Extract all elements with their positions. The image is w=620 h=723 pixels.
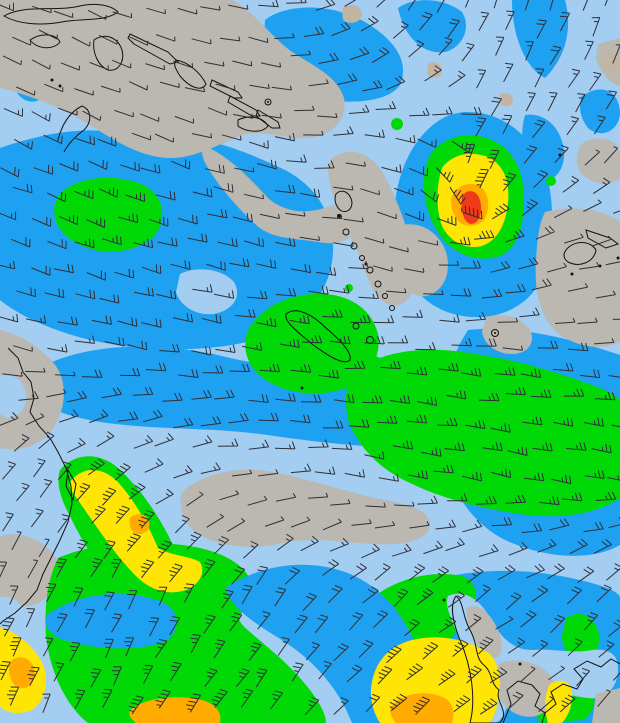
green-dot-1	[391, 118, 403, 130]
island-vanuatu-1	[342, 228, 350, 236]
coast-australia	[0, 347, 73, 625]
island-rennell-dot	[267, 101, 269, 103]
island-vanuatu-7	[389, 305, 395, 311]
green-topleft	[54, 177, 163, 252]
green-dot-2	[546, 176, 556, 186]
coast-png-tail	[93, 35, 124, 71]
coast-viti-levu	[563, 242, 597, 265]
island-vanuatu-4	[366, 266, 374, 274]
gray-matthew	[482, 315, 532, 354]
coastline-layer	[0, 3, 620, 723]
green-bridge	[330, 352, 394, 396]
coast-new-ireland	[127, 33, 179, 65]
coast-choiseul	[209, 79, 243, 99]
island-dot-north-2	[58, 84, 62, 88]
green-right-mass	[345, 349, 620, 517]
gray-ridge	[180, 469, 430, 547]
coast-new-britain	[2, 3, 119, 25]
gray-fiji-region	[535, 208, 620, 347]
green-nz-east	[562, 614, 600, 660]
island-vanuatu-3	[359, 255, 365, 261]
gray-vanuatu	[328, 151, 416, 306]
island-loyalty-1	[352, 322, 360, 330]
gray-vanuatu-east	[395, 224, 448, 297]
green-bl-mass	[45, 542, 326, 723]
coast-new-caledonia	[285, 310, 351, 363]
lb-aus-3	[0, 596, 25, 635]
coast-png-islet	[29, 34, 61, 49]
island-rennell	[264, 98, 272, 106]
island-vanuatu-6	[382, 293, 388, 299]
orange-left-dot	[9, 657, 35, 689]
island-fiji-dot-1	[598, 264, 602, 268]
blob-channel-wedge	[45, 593, 177, 649]
orange-band	[129, 697, 221, 723]
tan-spot-3	[602, 50, 620, 72]
island-fiji-dot-2	[570, 272, 574, 276]
gray-tongue	[202, 146, 359, 244]
gray-aus-south	[0, 534, 58, 607]
coast-malaita	[255, 109, 281, 129]
blob-right-small	[580, 89, 620, 134]
gray-nz-corner	[592, 688, 620, 723]
island-dot-north-1	[50, 78, 54, 82]
coast-png-mainland	[57, 105, 91, 153]
coast-fraser	[65, 468, 77, 502]
island-fiji-dot-3	[616, 256, 620, 260]
island-dot-nz-1	[442, 598, 446, 602]
island-dot-nz-2	[518, 662, 522, 666]
island-vanuatu-5	[374, 280, 382, 288]
island-matthew-dot	[494, 332, 496, 334]
tan-spot-1	[342, 5, 362, 23]
coast-nz-northland	[452, 595, 505, 723]
island-matthew	[491, 329, 499, 337]
lb-aus-1	[0, 374, 27, 418]
island-vanuatu-dot-1	[337, 214, 341, 218]
coast-vanua-levu	[585, 229, 620, 249]
tan-spot-4	[499, 92, 514, 107]
coast-santo	[334, 190, 353, 213]
coast-bougainville	[174, 59, 207, 89]
blob-cyclone-ne-streak	[522, 114, 565, 180]
gray-right-upper	[576, 138, 620, 184]
island-isle-of-pines	[300, 386, 304, 390]
red-cyclone-core	[461, 191, 482, 224]
